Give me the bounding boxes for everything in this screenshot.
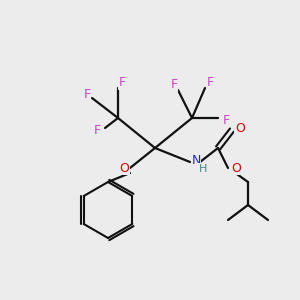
Text: F: F bbox=[93, 124, 100, 136]
Text: H: H bbox=[199, 164, 207, 174]
Text: O: O bbox=[231, 161, 241, 175]
Text: F: F bbox=[118, 76, 126, 89]
Text: F: F bbox=[206, 76, 214, 89]
Text: O: O bbox=[119, 161, 129, 175]
Text: O: O bbox=[235, 122, 245, 134]
Text: F: F bbox=[222, 113, 230, 127]
Text: F: F bbox=[170, 79, 178, 92]
Text: F: F bbox=[83, 88, 91, 101]
Text: N: N bbox=[191, 154, 201, 166]
